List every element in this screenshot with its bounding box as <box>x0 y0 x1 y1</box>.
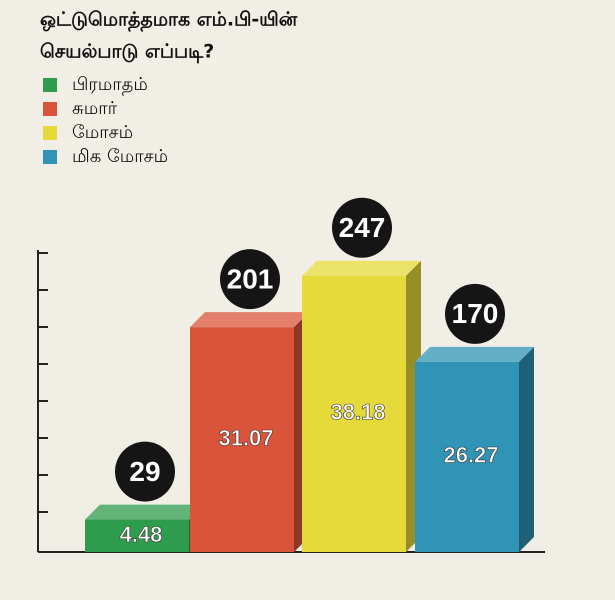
bar-top <box>85 504 204 520</box>
count-label: 247 <box>339 212 386 243</box>
count-bubble <box>445 283 505 344</box>
legend-swatch <box>43 150 57 164</box>
bar <box>190 327 294 552</box>
chart-title: ஒட்டுமொத்தமாக எம்.பி-யின் <box>40 9 298 33</box>
count-label: 170 <box>452 298 499 329</box>
count-label: 29 <box>129 456 160 487</box>
legend-swatch <box>43 126 57 140</box>
bar <box>85 519 189 552</box>
bar <box>302 275 406 552</box>
count-label: 201 <box>227 264 274 295</box>
count-bubble <box>220 249 280 310</box>
bar-top <box>302 260 421 276</box>
percent-label: 4.48 <box>120 522 163 547</box>
bar-side <box>519 346 534 552</box>
legend-swatch <box>43 102 57 116</box>
legend-label: மோசம் <box>72 122 133 143</box>
legend-label: மிக மோசம் <box>72 146 168 167</box>
bar-top <box>415 346 534 362</box>
count-bubble <box>332 197 392 258</box>
bar-top <box>190 312 309 328</box>
percent-label: 31.07 <box>218 425 273 450</box>
legend-swatch <box>43 78 57 92</box>
count-bubble <box>115 441 175 502</box>
percent-label: 38.18 <box>330 400 385 425</box>
percent-label: 26.27 <box>443 443 498 468</box>
legend-label: சுமார் <box>72 98 118 119</box>
legend-label: பிரமாதம் <box>72 74 148 96</box>
chart-title: செயல்பாடு எப்படி? <box>40 41 214 63</box>
axis-ticks <box>38 252 48 513</box>
bar <box>415 361 519 552</box>
